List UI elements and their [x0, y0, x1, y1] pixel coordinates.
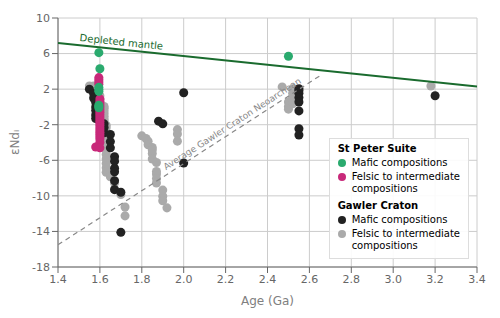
html-text:Mafic compositions: Mafic compositions [351, 214, 448, 225]
svg-text:1.6: 1.6 [91, 273, 109, 286]
svg-text:-6: -6 [39, 154, 50, 167]
svg-text:6: 6 [43, 47, 50, 60]
svg-text:2.4: 2.4 [259, 273, 277, 286]
svg-text:3.4: 3.4 [468, 273, 486, 286]
svg-text:2.8: 2.8 [343, 273, 361, 286]
svg-text:Depleted mantle: Depleted mantle [79, 32, 163, 52]
svg-text:2.2: 2.2 [217, 273, 235, 286]
svg-text:-10: -10 [32, 190, 50, 203]
svg-text:Age (Ga): Age (Ga) [241, 294, 294, 308]
html-text:Felsic to intermediate composi: Felsic to intermediate compositions [351, 171, 460, 194]
svg-text:Average Gawler Craton Neoarche: Average Gawler Craton Neoarchean [162, 76, 303, 172]
svg-text:3.0: 3.0 [384, 273, 402, 286]
svg-text:-2: -2 [39, 119, 50, 132]
svg-text:3.2: 3.2 [426, 273, 444, 286]
svg-text:2.0: 2.0 [175, 273, 193, 286]
svg-text:εNdᵢ: εNdᵢ [8, 130, 22, 155]
svg-text:-14: -14 [32, 225, 50, 238]
svg-text:-18: -18 [32, 261, 50, 274]
svg-text:10: 10 [36, 12, 50, 25]
svg-text:1.8: 1.8 [133, 273, 151, 286]
html-text:Felsic to intermediate composi: Felsic to intermediate compositions [351, 228, 460, 251]
svg-text:2: 2 [43, 83, 50, 96]
html-text:Gawler Craton: Gawler Craton [337, 200, 419, 211]
svg-text:2.6: 2.6 [301, 273, 319, 286]
html-text:Mafic compositions: Mafic compositions [351, 157, 448, 168]
svg-text:1.4: 1.4 [49, 273, 67, 286]
html-text:St Peter Suite: St Peter Suite [337, 143, 417, 154]
